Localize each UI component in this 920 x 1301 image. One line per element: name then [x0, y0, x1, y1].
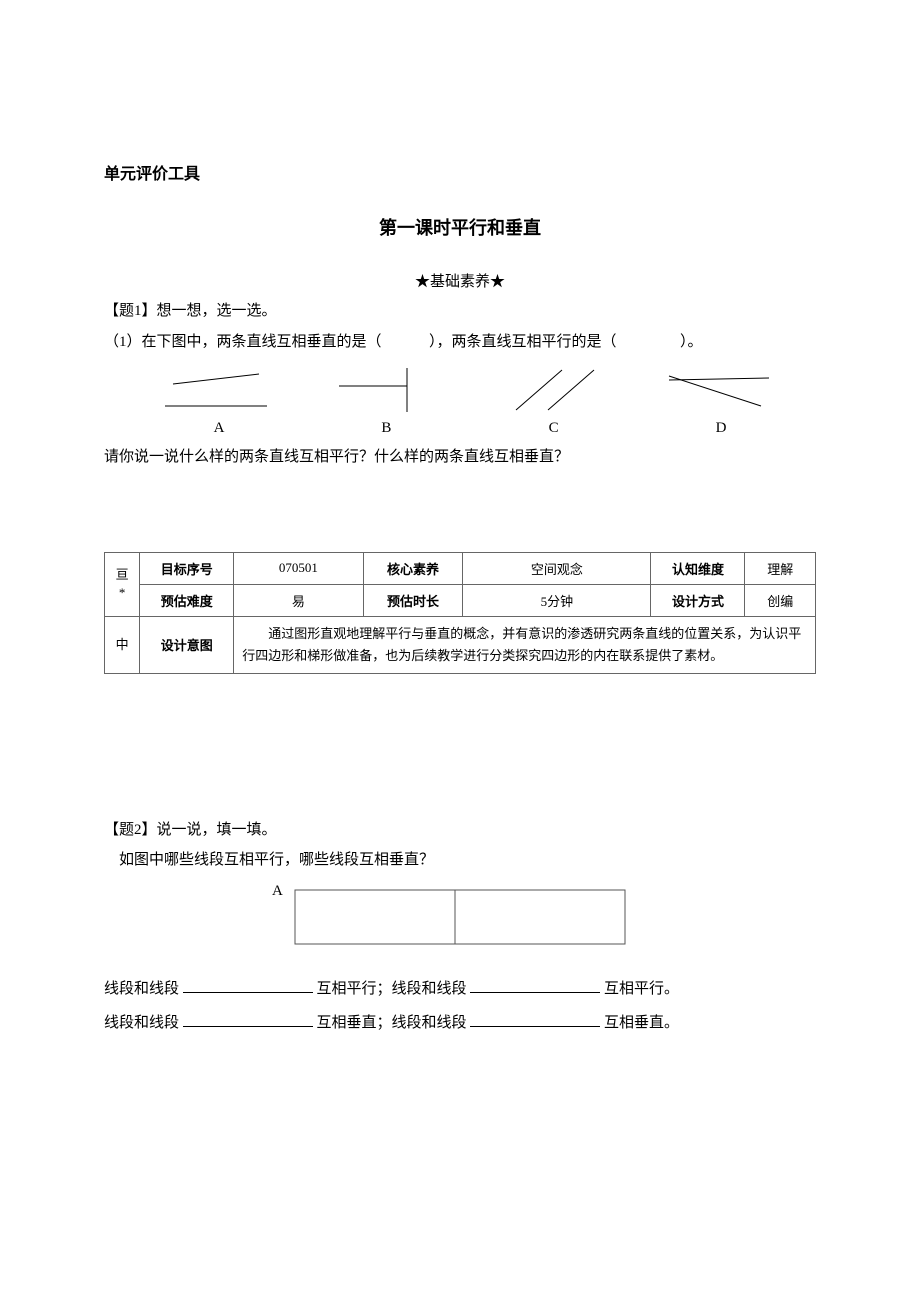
- q2-blank-line-2: 线段和线段 互相垂直；线段和线段 互相垂直。: [104, 1006, 816, 1041]
- meta-r2c6: 创编: [745, 584, 816, 616]
- q1-option-b[interactable]: B: [311, 366, 461, 437]
- q2-blank-1[interactable]: [183, 978, 313, 993]
- q2-blank-3[interactable]: [183, 1012, 313, 1027]
- lesson-title: 第一课时平行和垂直: [104, 214, 816, 240]
- q1-stem-mid: ），两条直线互相平行的是（: [429, 334, 617, 350]
- q1-option-a-label: A: [214, 420, 225, 437]
- q1-stem-prefix: （1）在下图中，两条直线互相垂直的是（: [104, 334, 382, 350]
- q1-diagram-c-icon: [504, 366, 604, 416]
- q2-title: 说一说，填一填。: [157, 822, 277, 838]
- q1-title: 想一想，选一选。: [157, 303, 277, 319]
- q2-l2a: 线段和线段: [104, 1015, 179, 1031]
- q1-options-row: A B C D: [104, 366, 816, 437]
- meta-r1c3: 核心素养: [363, 552, 463, 584]
- meta-r2c5: 设计方式: [651, 584, 745, 616]
- q1-header: 【题1】想一想，选一选。: [104, 297, 816, 326]
- meta-r2c2: 易: [234, 584, 363, 616]
- q2-l1c: 互相平行。: [604, 981, 679, 997]
- q1-option-c[interactable]: C: [479, 366, 629, 437]
- q1-option-d[interactable]: D: [646, 366, 796, 437]
- meta-r1c1: 目标序号: [140, 552, 234, 584]
- q2-label: 【题2】: [104, 822, 157, 838]
- q1-label: 【题1】: [104, 303, 157, 319]
- q1-option-c-label: C: [549, 420, 559, 437]
- q2-blank-line-1: 线段和线段 互相平行；线段和线段 互相平行。: [104, 972, 816, 1007]
- meta-r1c2: 070501: [234, 552, 363, 584]
- meta-side-mid: *: [111, 584, 133, 602]
- meta-side-1: 亘 *: [105, 552, 140, 616]
- meta-r3c1: 设计意图: [140, 616, 234, 673]
- q2-blank-2[interactable]: [470, 978, 600, 993]
- q2-rect-diagram-icon: [294, 889, 626, 945]
- q1-diagram-a-icon: [159, 366, 279, 416]
- q2-l2c: 互相垂直。: [604, 1015, 679, 1031]
- meta-r1c5: 认知维度: [651, 552, 745, 584]
- q1-diagram-b-icon: [331, 366, 441, 416]
- q1-diagram-d-icon: [661, 366, 781, 416]
- q2-header: 【题2】说一说，填一填。: [104, 816, 816, 845]
- q1-stem-suffix: ）。: [680, 334, 703, 350]
- q1-option-b-label: B: [381, 420, 391, 437]
- meta-r1c4: 空间观念: [463, 552, 651, 584]
- page-root: 单元评价工具 第一课时平行和垂直 ★基础素养★ 【题1】想一想，选一选。 （1）…: [0, 0, 920, 1101]
- section-title: 单元评价工具: [104, 160, 816, 184]
- meta-r2c4: 5分钟: [463, 584, 651, 616]
- meta-table: 亘 * 目标序号 070501 核心素养 空间观念 认知维度 理解 预估难度 易…: [104, 552, 816, 674]
- q1-option-a[interactable]: A: [144, 366, 294, 437]
- q2-blank-4[interactable]: [470, 1012, 600, 1027]
- q2-figure: A: [104, 889, 816, 950]
- q1-followup: 请你说一说什么样的两条直线互相平行？什么样的两条直线互相垂直？: [104, 443, 816, 472]
- meta-side-2: 中: [105, 616, 140, 673]
- meta-r2c3: 预估时长: [363, 584, 463, 616]
- q2-l2b: 互相垂直；线段和线段: [317, 1015, 467, 1031]
- table-row: 中 设计意图 通过图形直观地理解平行与垂直的概念，并有意识的渗透研究两条直线的位…: [105, 616, 816, 673]
- table-row: 预估难度 易 预估时长 5分钟 设计方式 创编: [105, 584, 816, 616]
- q2-l1a: 线段和线段: [104, 981, 179, 997]
- table-row: 亘 * 目标序号 070501 核心素养 空间观念 认知维度 理解: [105, 552, 816, 584]
- q2-l1b: 互相平行；线段和线段: [317, 981, 467, 997]
- spacer: [104, 674, 816, 814]
- q2-fig-label-a: A: [272, 883, 283, 900]
- meta-side-top: 亘: [111, 566, 133, 584]
- star-heading: ★基础素养★: [104, 270, 816, 291]
- meta-r1c6: 理解: [745, 552, 816, 584]
- q2-stem: 如图中哪些线段互相平行，哪些线段互相垂直？: [104, 846, 816, 875]
- meta-design-intent: 通过图形直观地理解平行与垂直的概念，并有意识的渗透研究两条直线的位置关系，为认识…: [234, 616, 816, 673]
- q1-stem: （1）在下图中，两条直线互相垂直的是（ ），两条直线互相平行的是（ ）。: [104, 328, 816, 357]
- q1-option-d-label: D: [716, 420, 727, 437]
- meta-r2c1: 预估难度: [140, 584, 234, 616]
